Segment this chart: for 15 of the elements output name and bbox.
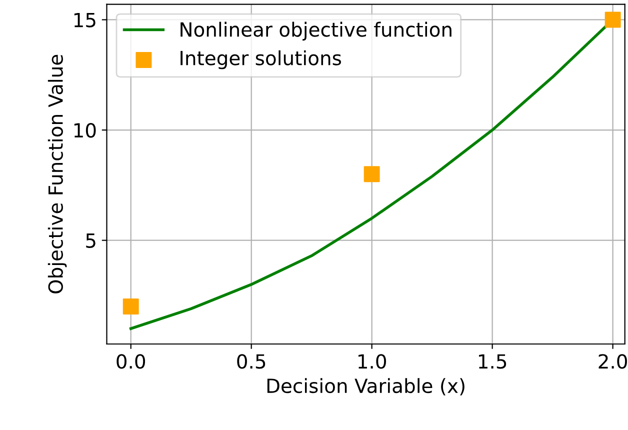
x-tick-label: 1.5: [478, 354, 506, 369]
x-tick-label: 0.0: [116, 354, 146, 369]
y-tick-label: 15: [74, 12, 96, 28]
legend-label: Nonlinear objective function: [180, 22, 452, 41]
legend-label: Integer solutions: [180, 50, 342, 70]
point: [122, 298, 139, 314]
x-axis-title: Decision Variable (x): [267, 378, 464, 396]
x-tick-label: 1.0: [358, 354, 386, 369]
y-axis-title: Objective Function Value: [48, 54, 67, 294]
y-tick-label: 10: [74, 122, 96, 138]
x-tick-label: 0.5: [237, 354, 266, 369]
y-tick-label: 5: [86, 234, 96, 248]
x-tick-label: 2.0: [598, 354, 627, 369]
point: [604, 12, 621, 28]
point: [364, 166, 380, 182]
